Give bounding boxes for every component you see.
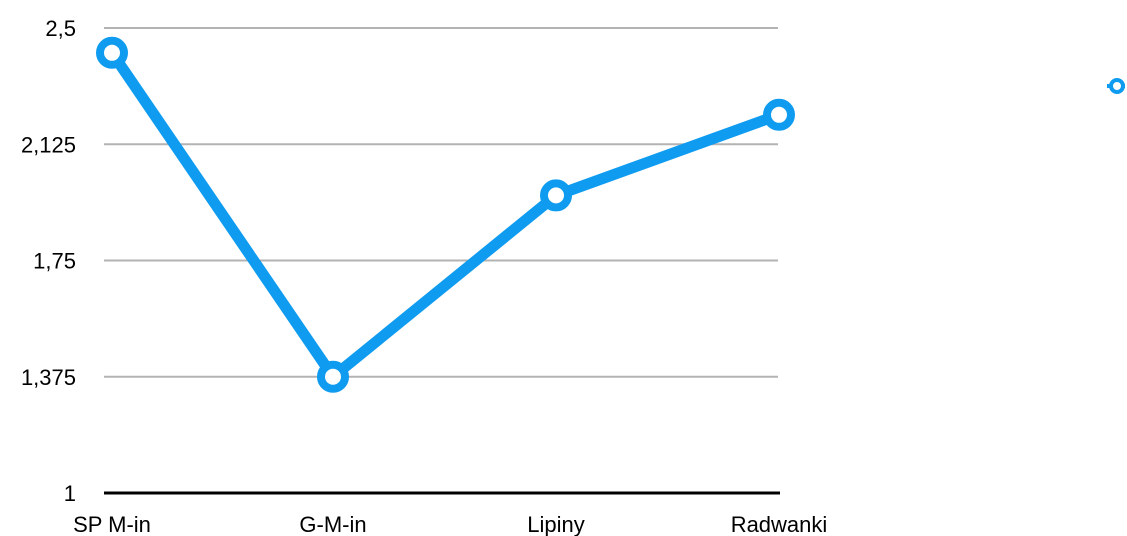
y-tick-label: 2,5: [45, 16, 76, 41]
series: [96, 36, 795, 393]
y-tick-label: 1,375: [21, 365, 76, 390]
x-tick-label: Lipiny: [527, 512, 584, 536]
data-point: [540, 179, 572, 212]
x-tick-label: SP M-in: [73, 512, 151, 536]
series-line: [106, 47, 785, 383]
y-tick-label: 1: [64, 481, 76, 506]
data-point: [763, 98, 795, 131]
x-tick-labels: SP M-in G-M-in Lipiny Radwanki: [73, 512, 827, 536]
x-tick-label: Radwanki: [731, 512, 828, 536]
y-tick-label: 1,75: [33, 249, 76, 274]
x-tick-label: G-M-in: [299, 512, 366, 536]
legend: [1107, 78, 1125, 94]
data-point: [317, 360, 349, 393]
legend-marker-icon: [1109, 78, 1125, 94]
y-tick-labels: 1 1,375 1,75 2,125 2,5: [21, 16, 76, 506]
y-tick-label: 2,125: [21, 132, 76, 157]
data-point: [96, 36, 128, 69]
grid-lines: [104, 27, 778, 378]
